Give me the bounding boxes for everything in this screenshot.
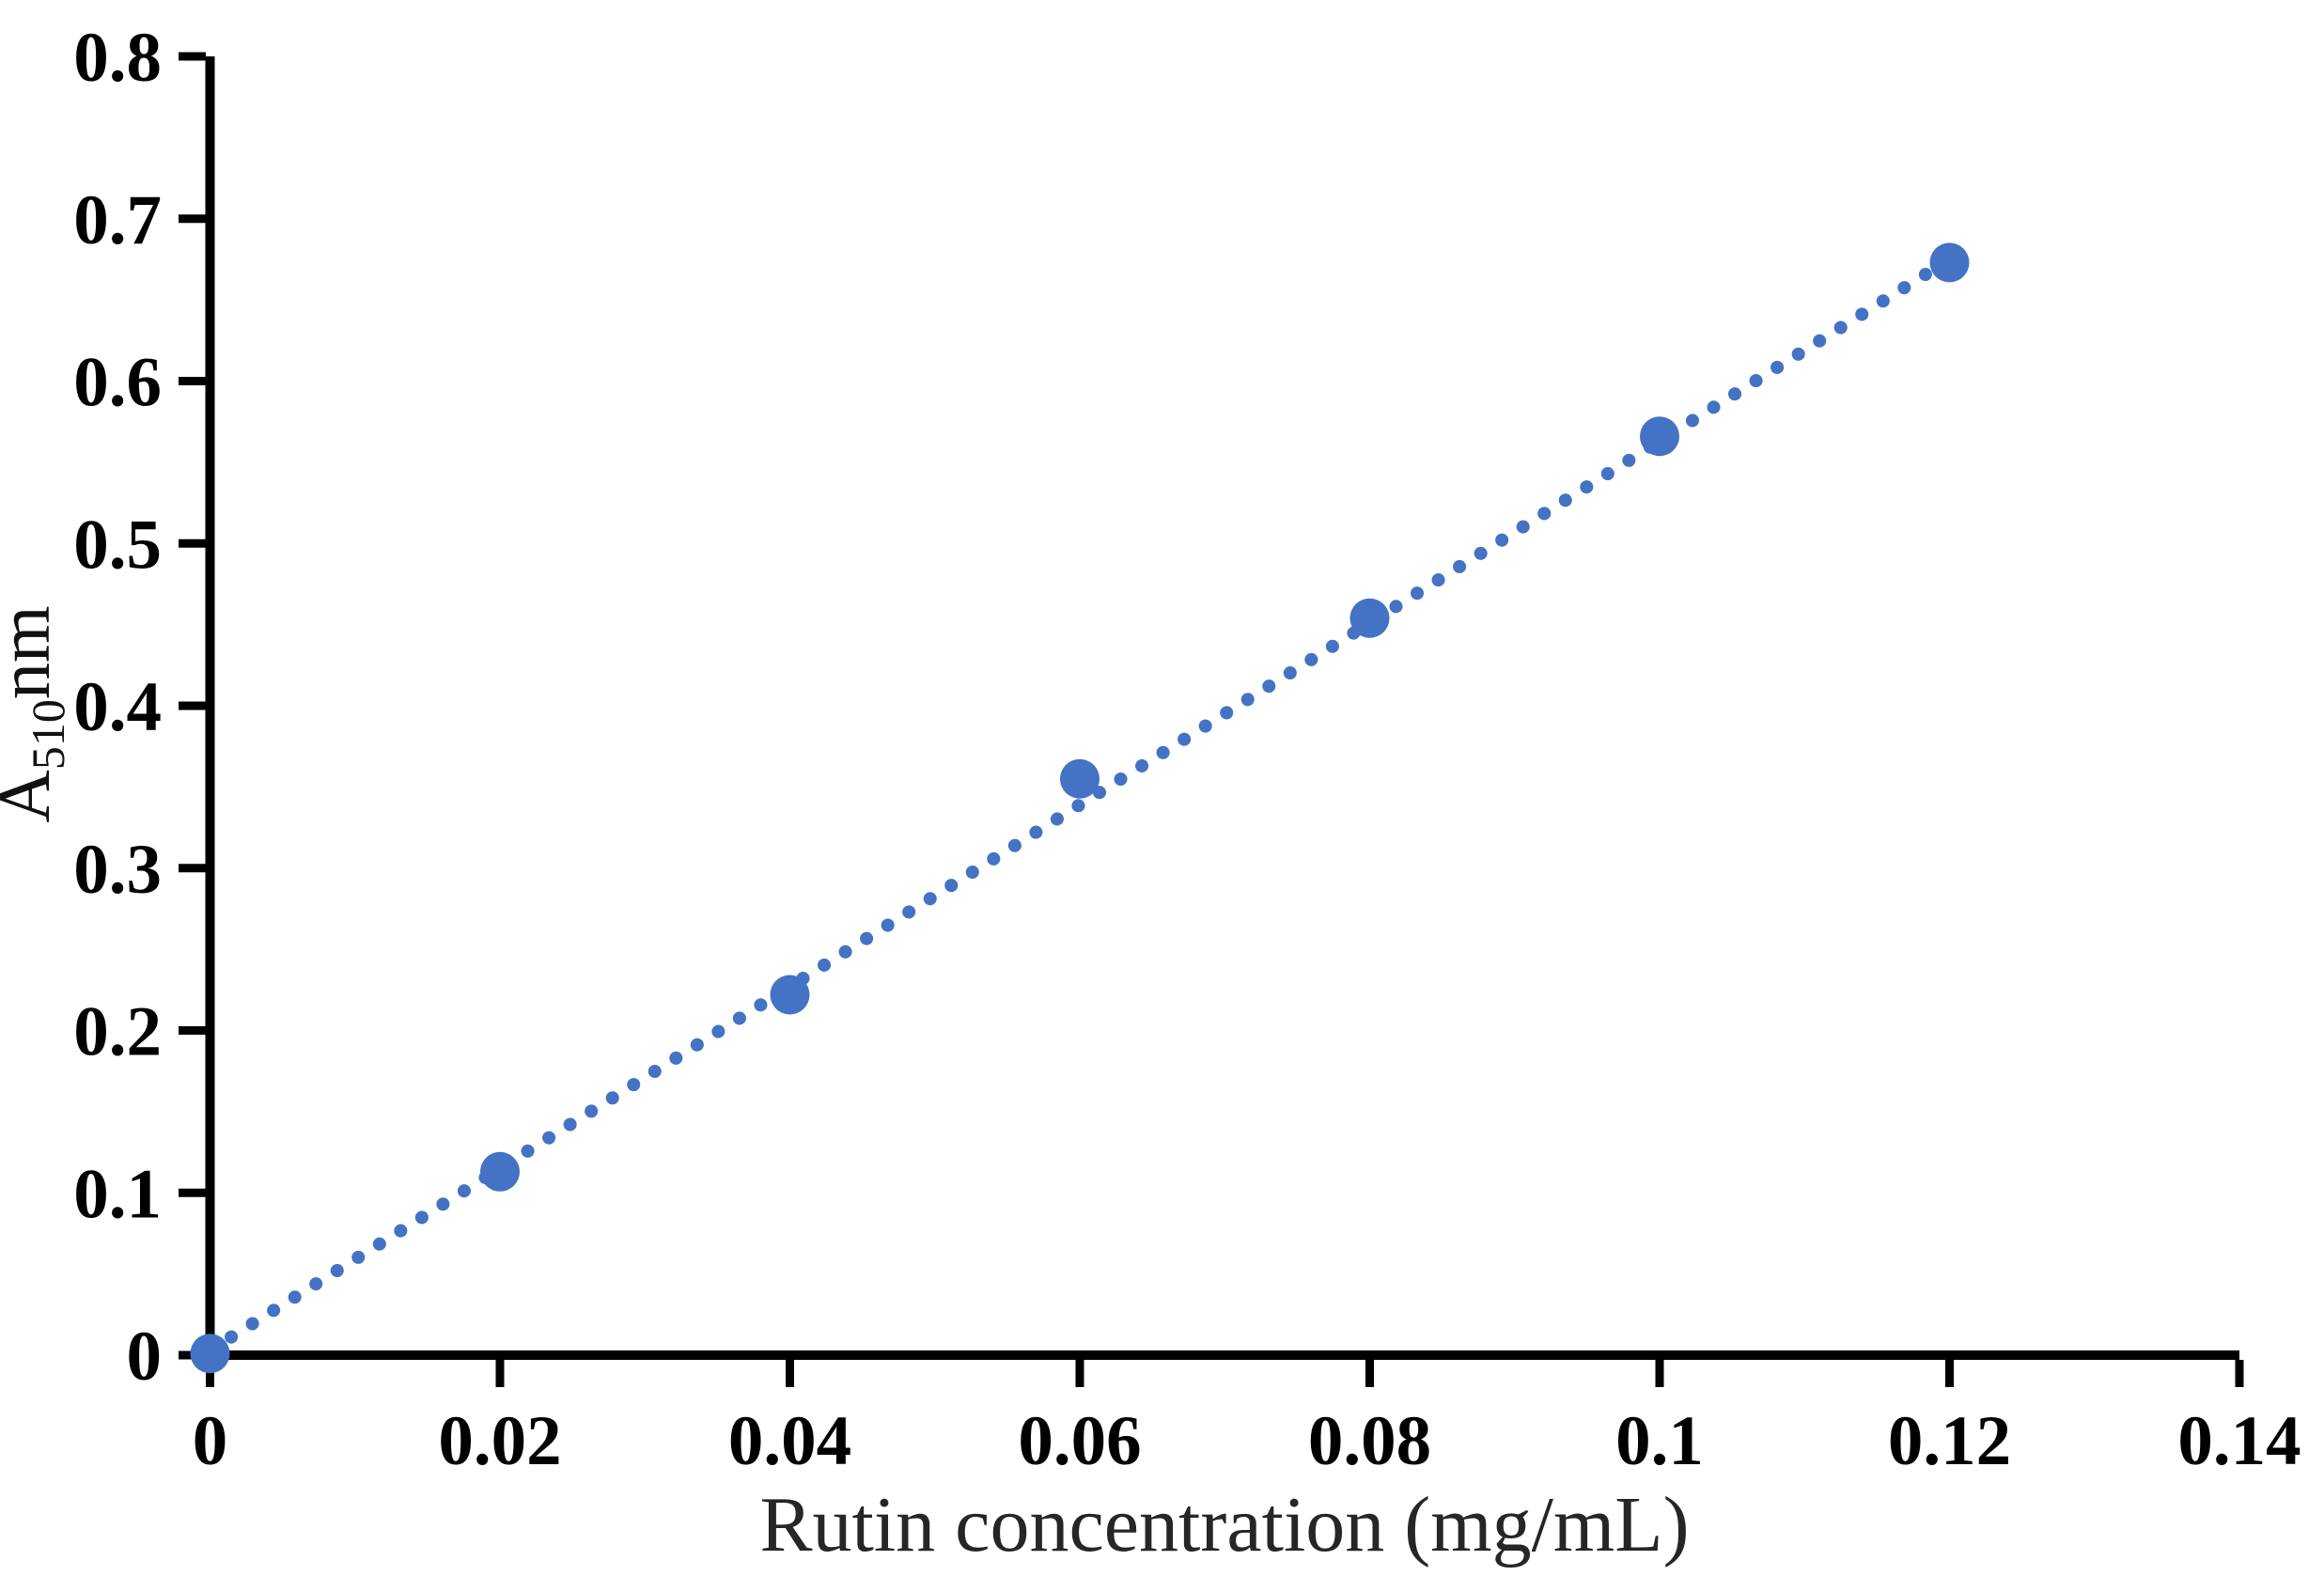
y-tick-label: 0.3: [73, 831, 162, 909]
y-tick-label: 0.2: [73, 993, 162, 1071]
y-tick-label: 0.5: [73, 506, 162, 584]
x-tick-label: 0.06: [1018, 1402, 1141, 1480]
x-tick-label: 0.04: [728, 1402, 851, 1480]
data-points: [190, 242, 1970, 1374]
y-axis-ticks: [179, 52, 206, 1360]
x-axis-ticks: [206, 1360, 2244, 1387]
y-tick-label: 0.4: [73, 668, 162, 746]
data-point-marker: [1929, 242, 1970, 283]
axes: [179, 52, 2244, 1387]
data-point-marker: [1640, 416, 1679, 457]
y-axis-title-subscript: 510: [22, 699, 74, 770]
y-tick-label: 0.7: [73, 181, 162, 259]
y-axis-title-base: A: [0, 770, 65, 822]
y-axis-title: A510nm: [0, 605, 74, 822]
y-axis-title-suffix: nm: [0, 605, 65, 699]
data-point-marker: [190, 1334, 230, 1374]
x-tick-label: 0.14: [2177, 1402, 2301, 1480]
y-tick-label: 0.6: [73, 344, 162, 422]
y-tick-label: 0: [127, 1318, 163, 1396]
data-point-marker: [770, 975, 810, 1015]
x-tick-label: 0: [193, 1402, 228, 1480]
x-tick-label: 0.12: [1888, 1402, 2011, 1480]
y-tick-label: 0.8: [73, 19, 162, 97]
data-point-marker: [1060, 758, 1100, 799]
x-tick-label: 0.02: [438, 1402, 561, 1480]
y-tick-label: 0.1: [73, 1155, 162, 1233]
x-tick-label: 0.08: [1308, 1402, 1431, 1480]
x-axis-tick-labels: 0 0.02 0.04 0.06 0.08 0.1 0.12 0.14: [193, 1402, 2301, 1480]
x-tick-label: 0.1: [1615, 1402, 1704, 1480]
trendline: [203, 252, 1957, 1357]
data-point-marker: [480, 1151, 520, 1192]
data-point-marker: [1349, 598, 1390, 638]
x-axis-title: Rutin concentration (mg/mL): [759, 1481, 1689, 1568]
y-axis-tick-labels: 0 0.1 0.2 0.3 0.4 0.5 0.6 0.7 0.8: [73, 19, 162, 1396]
